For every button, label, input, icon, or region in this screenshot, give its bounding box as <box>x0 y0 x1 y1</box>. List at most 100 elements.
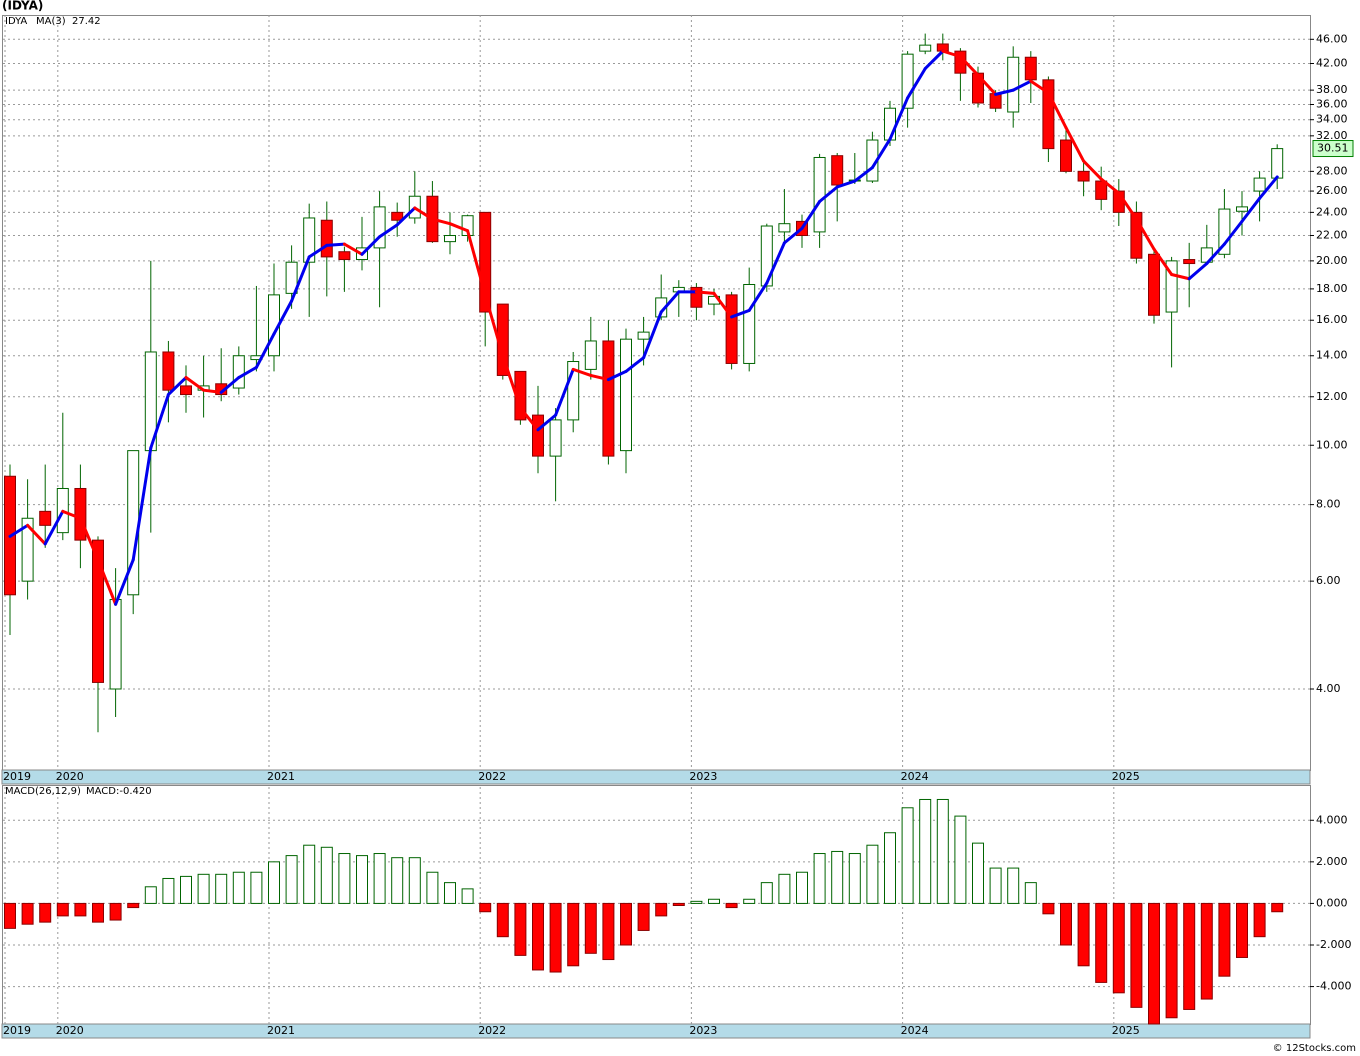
macd-bar <box>1218 902 1231 977</box>
ma-segment <box>290 255 311 303</box>
x-tick-label: 2020 <box>56 1024 84 1037</box>
macd-bar <box>180 875 192 904</box>
ma-segment <box>149 393 170 450</box>
ma-segment <box>1011 79 1033 92</box>
x-tick-label: 2021 <box>267 1024 295 1037</box>
candle-body <box>884 107 896 141</box>
macd-bar <box>1077 902 1090 967</box>
macd-bar <box>338 853 351 904</box>
y-tick-label: 42.00 <box>1316 57 1348 70</box>
legend-symbol: IDYA <box>5 16 27 27</box>
macd-bar <box>989 867 1002 904</box>
macd-bar <box>4 902 16 929</box>
ma-segment <box>1222 219 1244 246</box>
macd-bar <box>760 882 773 904</box>
y-tick-label: 10.00 <box>1316 438 1348 451</box>
macd-bar <box>884 832 896 904</box>
candle-body <box>39 510 52 526</box>
ma-segment <box>606 369 628 382</box>
candle-body <box>1148 253 1160 316</box>
x-tick-label: 2024 <box>901 770 929 783</box>
ma-segment <box>554 367 575 417</box>
y-tick-label: 20.00 <box>1316 254 1348 267</box>
ma-segment <box>589 373 610 382</box>
ma-segment <box>958 55 980 77</box>
macd-bar <box>708 898 720 904</box>
candle-body <box>92 539 104 683</box>
candle-body <box>778 223 791 233</box>
ma-segment <box>923 49 945 71</box>
macd-bar <box>127 902 140 909</box>
macd-bar <box>56 902 69 917</box>
candle-body <box>391 211 404 221</box>
ma-segment <box>712 291 734 319</box>
candle-body <box>549 419 562 457</box>
candle-body <box>373 206 386 249</box>
macd-bar <box>250 871 263 904</box>
macd-bar <box>1042 902 1055 915</box>
macd-bar <box>215 873 228 904</box>
candle-body <box>1060 139 1072 172</box>
macd-bar <box>479 902 492 913</box>
macd-bar <box>848 853 861 904</box>
macd-bar <box>496 902 509 938</box>
time-axis <box>1 769 1311 785</box>
candle-body <box>1218 208 1231 255</box>
macd-bar <box>1095 902 1108 983</box>
macd-bar <box>532 902 544 971</box>
ma-segment <box>254 332 276 369</box>
candle-body <box>743 283 756 364</box>
ma-segment <box>26 523 47 546</box>
legend-ma: MA(3) <box>36 16 66 27</box>
candle-body <box>1130 211 1143 259</box>
macd-bar <box>602 902 615 961</box>
ma-segment <box>994 88 1015 96</box>
candle-body <box>620 338 632 452</box>
y-tick-label: 0.000 <box>1316 896 1348 909</box>
candle-body <box>1165 260 1178 313</box>
candle-body <box>532 414 544 457</box>
ma-segment <box>765 241 786 285</box>
candle-body <box>760 225 773 287</box>
ma-segment <box>448 222 470 233</box>
x-tick-label: 2021 <box>267 770 295 783</box>
ma-segment <box>131 446 153 562</box>
ma-segment <box>395 206 417 227</box>
ma-segment <box>219 376 241 394</box>
macd-bar <box>232 871 245 904</box>
macd-bar <box>444 882 456 904</box>
y-tick-label: 14.00 <box>1316 349 1348 362</box>
ma-segment <box>78 516 100 562</box>
ma-segment <box>1082 159 1103 181</box>
ma-segment <box>747 281 769 312</box>
macd-bar <box>1007 867 1020 904</box>
candle-body <box>813 156 826 233</box>
x-tick-label: 2023 <box>689 770 717 783</box>
candle-body <box>1183 259 1196 265</box>
ma-segment <box>1064 126 1086 163</box>
candle-body <box>602 340 615 457</box>
y-tick-label: 6.00 <box>1316 574 1341 587</box>
y-tick-label: 18.00 <box>1316 282 1348 295</box>
macd-bar <box>303 844 316 904</box>
ma-segment <box>378 223 399 239</box>
y-tick-label: 34.00 <box>1316 113 1348 126</box>
candle-body <box>725 294 738 364</box>
macd-bar <box>972 842 984 904</box>
ma-segment <box>642 310 663 360</box>
y-tick-label: 28.00 <box>1316 164 1348 177</box>
y-tick-label: 32.00 <box>1316 129 1348 142</box>
candle-body <box>21 517 34 582</box>
macd-bar <box>144 886 157 904</box>
x-tick-label: 2019 <box>3 770 31 783</box>
ma-segment <box>61 509 82 520</box>
ma-segment <box>536 413 558 432</box>
ma-segment <box>906 67 927 100</box>
ma-segment <box>1205 242 1226 266</box>
ma-segment <box>8 523 30 538</box>
macd-bar <box>39 902 52 923</box>
ma-segment <box>870 137 892 170</box>
ma-segment <box>114 558 135 606</box>
ma-segment <box>184 376 206 392</box>
